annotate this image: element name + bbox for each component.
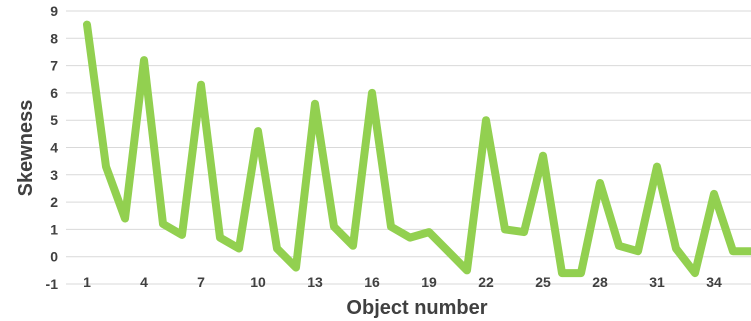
x-tick-label: 1 (83, 274, 91, 290)
series-line (83, 20, 751, 278)
x-tick-label: 34 (706, 274, 722, 290)
x-tick-label: 13 (307, 274, 323, 290)
x-tick-label: 25 (535, 274, 551, 290)
y-tick-label: 7 (50, 58, 58, 74)
y-tick-label: 4 (50, 140, 58, 156)
x-tick-label: 4 (140, 274, 148, 290)
y-tick-label: 9 (50, 3, 58, 19)
x-tick-label: 28 (592, 274, 608, 290)
x-tick-label: 19 (421, 274, 437, 290)
y-tick-label: 6 (50, 85, 58, 101)
x-tick-label: 31 (649, 274, 665, 290)
y-tick-label: 0 (50, 249, 58, 265)
x-axis-title: Object number (346, 297, 487, 319)
y-tick-label: 3 (50, 167, 58, 183)
series-layer (83, 20, 751, 278)
y-tick-label: -1 (46, 276, 59, 292)
x-tick-label: 22 (478, 274, 494, 290)
x-tick-label: 16 (364, 274, 380, 290)
x-axis-ticks: 1 4 7 10 13 16 19 22 25 28 31 34 (83, 274, 722, 290)
x-tick-label: 7 (197, 274, 205, 290)
y-axis-title: Skewness (15, 100, 37, 197)
y-tick-label: 8 (50, 30, 58, 46)
y-tick-label: 5 (50, 112, 58, 128)
x-tick-label: 10 (250, 274, 266, 290)
gridlines (66, 10, 751, 285)
y-tick-label: 2 (50, 194, 58, 210)
y-axis-ticks: -1 0 1 2 3 4 5 6 7 8 9 (46, 3, 59, 292)
y-tick-label: 1 (50, 221, 58, 237)
